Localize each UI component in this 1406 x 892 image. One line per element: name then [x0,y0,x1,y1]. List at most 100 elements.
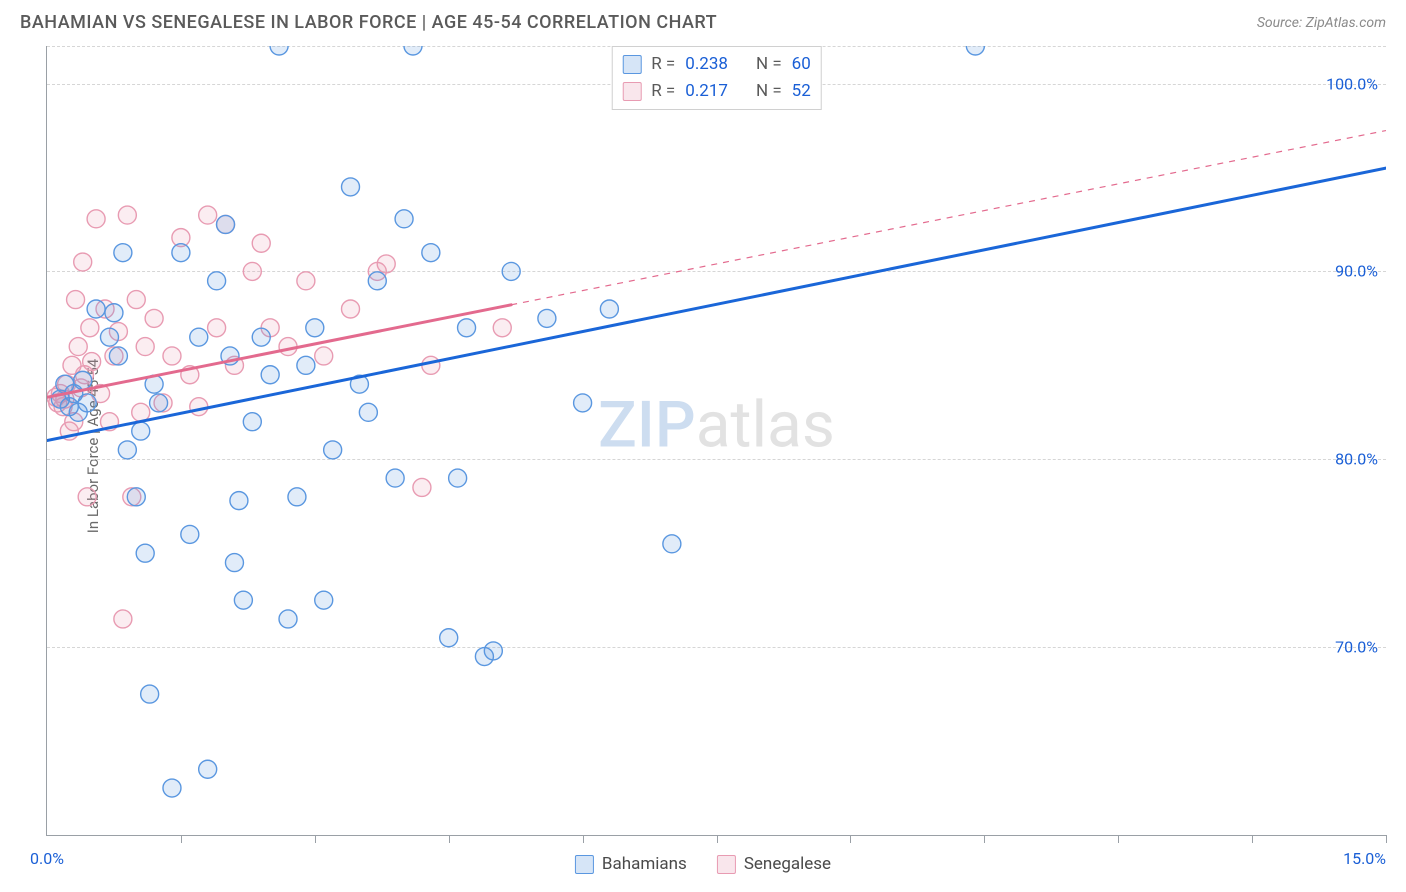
plot-area: ZIPatlas R = 0.238 N = 60 R = 0.217 N = … [46,46,1386,836]
n-value-1: 52 [792,78,811,105]
scatter-point [78,394,96,412]
scatter-point [78,488,96,506]
scatter-point [663,535,681,553]
scatter-point [127,291,145,309]
scatter-point [190,328,208,346]
x-tick-mark [1386,835,1387,843]
scatter-point [342,300,360,318]
scatter-point [118,441,136,459]
legend-label-bahamians: Bahamians [602,854,687,874]
scatter-point [217,215,235,233]
scatter-point [225,554,243,572]
x-axis-min-label: 0.0% [30,849,64,868]
scatter-point [288,488,306,506]
scatter-point [190,398,208,416]
scatter-point [484,642,502,660]
x-axis-max-label: 15.0% [1343,849,1386,868]
source-attribution: Source: ZipAtlas.com [1257,15,1386,31]
scatter-point [136,338,154,356]
x-tick-mark [583,835,584,843]
scatter-point [413,478,431,496]
legend-item-senegalese: Senegalese [717,854,831,874]
scatter-point [493,319,511,337]
x-tick-mark [1252,835,1253,843]
r-value-0: 0.238 [685,51,728,78]
scatter-point [261,366,279,384]
x-tick-mark [984,835,985,843]
scatter-point [145,309,163,327]
scatter-point [114,610,132,628]
x-tick-mark [1118,835,1119,843]
scatter-point [324,441,342,459]
n-label: N = [756,78,782,105]
scatter-point [342,178,360,196]
n-value-0: 60 [792,51,811,78]
x-tick-mark [717,835,718,843]
legend-swatch-senegalese [622,82,641,101]
scatter-point [132,422,150,440]
scatter-point [114,244,132,262]
scatter-point [83,353,101,371]
legend-series: Bahamians Senegalese [575,854,831,874]
scatter-point [163,347,181,365]
scatter-point [199,206,217,224]
scatter-point [208,319,226,337]
x-tick-mark [315,835,316,843]
scatter-point [252,328,270,346]
scatter-point [163,779,181,797]
scatter-point [105,304,123,322]
scatter-point [368,272,386,290]
scatter-point [243,262,261,280]
scatter-point [315,591,333,609]
legend-stats-row-1: R = 0.217 N = 52 [622,78,811,105]
scatter-point [297,272,315,290]
chart-title: BAHAMIAN VS SENEGALESE IN LABOR FORCE | … [20,12,717,33]
scatter-point [377,255,395,273]
scatter-point [315,347,333,365]
scatter-point [100,328,118,346]
scatter-point [600,300,618,318]
x-tick-mark [181,835,182,843]
scatter-point [172,244,190,262]
scatter-point [502,262,520,280]
scatter-point [141,685,159,703]
legend-swatch-bahamians-icon [575,855,594,874]
x-tick-mark [850,835,851,843]
legend-stats-box: R = 0.238 N = 60 R = 0.217 N = 52 [611,46,822,110]
scatter-point [449,469,467,487]
scatter-point [109,347,127,365]
legend-stats-row-0: R = 0.238 N = 60 [622,51,811,78]
scatter-point [252,234,270,252]
scatter-point [67,291,85,309]
scatter-point [150,394,168,412]
legend-item-bahamians: Bahamians [575,854,687,874]
scatter-point [270,46,288,55]
n-label: N = [756,51,782,78]
scatter-point [74,253,92,271]
scatter-point [422,244,440,262]
scatter-point [395,210,413,228]
scatter-point [208,272,226,290]
scatter-point [574,394,592,412]
scatter-point [118,206,136,224]
scatter-point [87,300,105,318]
scatter-point [306,319,324,337]
trend-line-dashed [511,131,1386,305]
scatter-point [127,488,145,506]
scatter-point [87,210,105,228]
scatter-point [243,413,261,431]
scatter-point [199,760,217,778]
scatter-point [404,46,422,55]
scatter-point [279,610,297,628]
scatter-point [966,46,984,55]
scatter-point [458,319,476,337]
scatter-point [230,492,248,510]
legend-swatch-bahamians [622,55,641,74]
trend-line-solid [47,168,1386,440]
scatter-point [74,371,92,389]
x-tick-mark [449,835,450,843]
r-label: R = [651,78,675,105]
scatter-point [386,469,404,487]
scatter-point [297,356,315,374]
scatter-point [359,403,377,421]
